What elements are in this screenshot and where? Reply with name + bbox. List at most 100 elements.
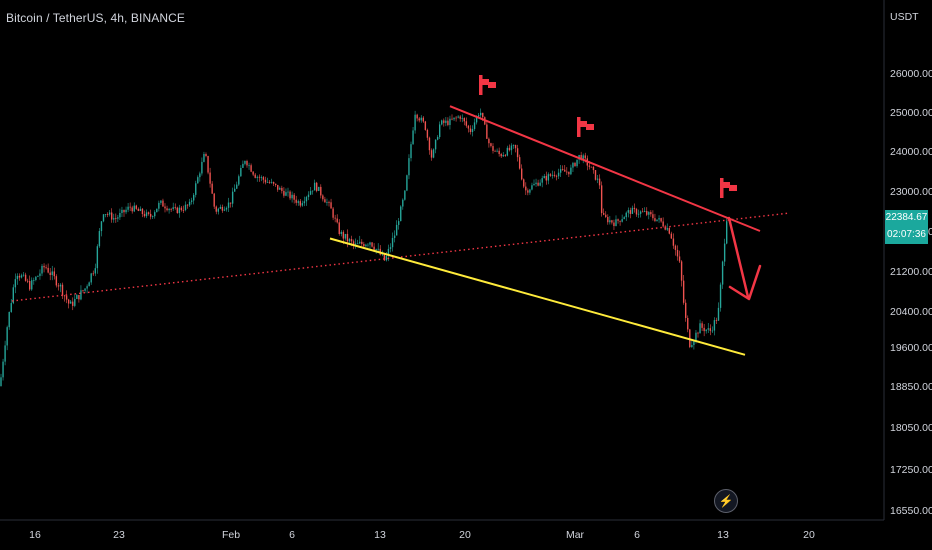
price-tick-label: 24000.00 — [890, 146, 932, 158]
candle-body — [55, 276, 58, 286]
candle-body — [527, 190, 529, 193]
candle-body — [123, 209, 125, 213]
candle-body — [135, 205, 137, 209]
price-tick-label: 21200.00 — [890, 266, 932, 278]
candle-body — [283, 190, 285, 196]
candle-body — [307, 194, 310, 198]
candle-body — [168, 208, 170, 211]
candle-body — [236, 184, 238, 189]
candle-body — [217, 208, 219, 212]
candle-body — [78, 295, 80, 300]
candle-body — [365, 244, 367, 247]
candle-body — [525, 186, 527, 191]
price-tick-label: 19600.00 — [890, 342, 932, 354]
candle-body — [234, 188, 236, 192]
candle-body — [24, 274, 27, 281]
candle-body — [225, 207, 228, 210]
flag-icon[interactable] — [720, 178, 737, 198]
resistance-line[interactable] — [449, 105, 761, 232]
candle-body — [461, 117, 463, 119]
candle-body — [719, 284, 722, 308]
candle-body — [494, 150, 496, 152]
candle-body — [20, 275, 23, 278]
time-tick-label: Mar — [566, 529, 585, 541]
time-tick-label: 23 — [113, 529, 125, 541]
candle-body — [713, 320, 716, 331]
candle-body — [94, 268, 96, 274]
candle-body — [22, 274, 25, 276]
current-price-tag: 22384.67 02:07:36 — [885, 210, 928, 244]
candle-body — [377, 248, 379, 250]
candle-body — [231, 191, 234, 204]
candle-body — [510, 145, 513, 151]
candle-body — [541, 178, 543, 183]
time-tick-label: 20 — [803, 529, 815, 541]
candle-body — [6, 327, 8, 346]
dotted-trend-line[interactable] — [11, 212, 791, 302]
candle-body — [143, 214, 146, 217]
candle-body — [447, 120, 449, 125]
candle-body — [272, 182, 275, 184]
candle-body — [570, 167, 572, 175]
candle-body — [262, 177, 265, 180]
candle-body — [260, 177, 263, 178]
candle-body — [592, 167, 595, 171]
candle-body — [131, 207, 133, 212]
candle-body — [500, 154, 502, 157]
down-arrow-shaft[interactable] — [727, 216, 750, 299]
candle-body — [687, 317, 689, 330]
candle-body — [572, 162, 574, 168]
flag-icon[interactable] — [577, 117, 594, 137]
candle-body — [400, 206, 402, 222]
candle-body — [486, 124, 488, 139]
candle-body — [80, 290, 82, 300]
support-line[interactable] — [329, 237, 746, 356]
candle-body — [76, 295, 78, 299]
candle-body — [428, 137, 431, 151]
candle-body — [551, 174, 554, 176]
candle-body — [418, 118, 420, 121]
candle-body — [88, 282, 90, 287]
candle-body — [18, 275, 21, 278]
candle-body — [49, 272, 51, 276]
lightning-icon[interactable]: ⚡ — [714, 489, 738, 513]
candle-body — [145, 212, 148, 217]
time-axis[interactable]: 16 23 Feb 6 13 20 Mar 6 13 20 — [29, 529, 815, 541]
candle-body — [127, 206, 129, 210]
candle-body — [490, 143, 492, 147]
candle-body — [188, 201, 191, 206]
candle-body — [336, 218, 338, 223]
candle-body — [568, 171, 570, 175]
candle-body — [240, 167, 242, 177]
candle-body — [328, 202, 330, 203]
candle-body — [137, 208, 140, 211]
candle-body — [357, 243, 359, 245]
candle-body — [580, 155, 582, 160]
candle-body — [600, 185, 603, 214]
candle-body — [383, 253, 386, 261]
candle-body — [496, 150, 498, 152]
candle-body — [574, 162, 576, 167]
flag-icon[interactable] — [479, 75, 496, 95]
candle-body — [115, 218, 117, 219]
candle-body — [172, 207, 174, 210]
candle-body — [471, 128, 474, 132]
candle-body — [375, 249, 377, 251]
candle-body — [658, 218, 660, 220]
candle-body — [463, 117, 465, 122]
candle-body — [16, 275, 19, 280]
candle-body — [676, 249, 679, 257]
candle-body — [701, 323, 703, 328]
candle-body — [516, 148, 519, 158]
candle-body — [545, 176, 547, 181]
candle-body — [488, 138, 490, 144]
candle-body — [387, 248, 390, 256]
candle-body — [277, 184, 279, 190]
candle-body — [492, 146, 494, 151]
price-axis[interactable]: 26000.0025000.0024000.0023000.0022000.00… — [890, 68, 932, 517]
price-tick-label: 18050.00 — [890, 422, 932, 434]
candle-body — [342, 231, 345, 239]
candle-body — [633, 207, 636, 210]
candle-body — [184, 204, 187, 211]
